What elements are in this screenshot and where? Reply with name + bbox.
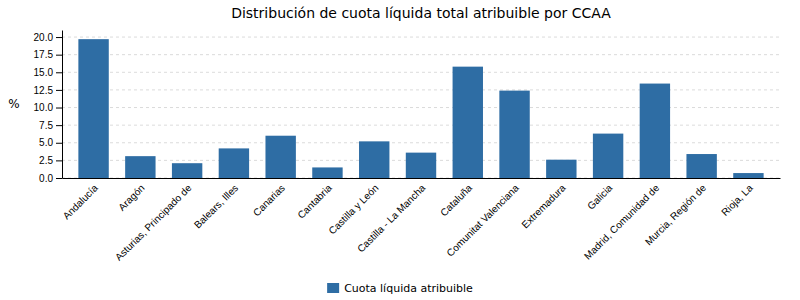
bar bbox=[172, 163, 202, 178]
x-tick-label: Andalucía bbox=[61, 182, 101, 222]
x-tick: Canarias bbox=[251, 182, 287, 218]
y-tick-mark bbox=[56, 72, 62, 73]
grid-line bbox=[62, 142, 780, 143]
x-tick: Andalucía bbox=[61, 182, 101, 222]
y-tick: 17.5 bbox=[34, 49, 62, 60]
y-tick: 15.0 bbox=[34, 67, 62, 78]
y-tick-mark bbox=[56, 160, 62, 161]
bar bbox=[312, 167, 342, 178]
plot-area: Andalucía AragónAsturias, Principado deBa… bbox=[34, 31, 781, 263]
y-tick-mark bbox=[56, 37, 62, 38]
x-axis: Andalucía AragónAsturias, Principado deBa… bbox=[61, 179, 781, 263]
y-tick: 10.0 bbox=[34, 102, 62, 113]
y-tick-mark bbox=[56, 143, 62, 144]
x-tick-label: Galicia bbox=[585, 182, 615, 212]
bar bbox=[359, 141, 389, 178]
y-tick: 20.0 bbox=[34, 32, 62, 43]
y-tick-label: 17.5 bbox=[34, 49, 54, 60]
y-tick-label: 15.0 bbox=[34, 67, 54, 78]
grid bbox=[62, 37, 780, 178]
grid-line bbox=[62, 89, 780, 90]
x-tick: Rioja, La bbox=[719, 182, 755, 218]
bar bbox=[733, 173, 763, 178]
x-tick: Comunitat Valenciana bbox=[444, 182, 521, 259]
y-tick: 5.0 bbox=[39, 137, 62, 148]
legend-label: Cuota líquida atribuible bbox=[344, 282, 473, 295]
chart: Andalucía AragónAsturias, Principado deBa… bbox=[0, 0, 800, 300]
x-tick: Cataluña bbox=[438, 182, 474, 218]
grid-line bbox=[62, 125, 780, 126]
y-tick: 0.0 bbox=[39, 173, 62, 184]
grid-line bbox=[62, 37, 780, 38]
x-tick-label: Castilla - La Mancha bbox=[355, 182, 428, 255]
grid-line bbox=[62, 72, 780, 73]
x-tick: Madrid, Comunidad de bbox=[582, 182, 662, 262]
y-tick: 2.5 bbox=[39, 155, 62, 166]
x-tick-label: Madrid, Comunidad de bbox=[582, 182, 662, 262]
y-tick-mark bbox=[56, 125, 62, 126]
bar bbox=[453, 67, 483, 178]
y-tick-label: 2.5 bbox=[39, 155, 53, 166]
x-tick: Aragón bbox=[116, 182, 147, 213]
x-axis-line bbox=[63, 178, 781, 179]
y-tick: 7.5 bbox=[39, 120, 62, 131]
x-tick: Murcia, Región de bbox=[643, 182, 708, 247]
bar bbox=[219, 148, 249, 178]
bar bbox=[546, 160, 576, 178]
legend-swatch bbox=[327, 283, 339, 293]
y-axis: 0.0 2.5 5.0 7.5 10.0 12.5 15.0 17.5 20.0 bbox=[34, 31, 63, 184]
bar bbox=[265, 136, 295, 178]
x-tick: Galicia bbox=[585, 182, 615, 212]
x-tick-label: Cantabria bbox=[295, 182, 334, 221]
x-tick-label: Cataluña bbox=[438, 182, 474, 218]
y-tick: 12.5 bbox=[34, 85, 62, 96]
x-tick-label: Comunitat Valenciana bbox=[444, 182, 521, 259]
y-tick-label: 5.0 bbox=[39, 137, 53, 148]
y-tick-label: 10.0 bbox=[34, 102, 54, 113]
bar bbox=[125, 156, 155, 178]
bar bbox=[78, 39, 108, 178]
legend: Cuota líquida atribuible bbox=[327, 282, 473, 295]
y-axis-line bbox=[62, 31, 63, 179]
x-tick: Cantabria bbox=[295, 182, 334, 221]
x-tick-label: Murcia, Región de bbox=[643, 182, 708, 247]
x-tick: Castilla - La Mancha bbox=[355, 182, 428, 255]
bars bbox=[78, 39, 763, 178]
legend-item: Cuota líquida atribuible bbox=[327, 282, 473, 295]
y-tick-mark bbox=[56, 55, 62, 56]
y-tick-label: 7.5 bbox=[39, 120, 53, 131]
x-tick-label: Extremadura bbox=[519, 182, 568, 231]
bar bbox=[686, 154, 716, 178]
y-tick-mark bbox=[56, 90, 62, 91]
y-tick-label: 12.5 bbox=[34, 85, 54, 96]
title: Distribución de cuota líquida total atri… bbox=[231, 5, 611, 21]
y-axis-label: % bbox=[8, 97, 19, 111]
x-tick-label: Canarias bbox=[251, 182, 287, 218]
y-tick-label: 20.0 bbox=[34, 32, 54, 43]
x-tick-label: Aragón bbox=[116, 182, 147, 213]
x-tick: Extremadura bbox=[519, 182, 568, 231]
x-tick-label: Balears, Illes bbox=[192, 182, 240, 230]
bar bbox=[406, 153, 436, 178]
grid-line bbox=[62, 107, 780, 108]
x-tick: Balears, Illes bbox=[192, 182, 240, 230]
bar bbox=[499, 91, 529, 178]
x-tick-label: Asturias, Principado de bbox=[113, 182, 194, 263]
x-tick-label: Rioja, La bbox=[719, 182, 755, 218]
y-tick-label: 0.0 bbox=[39, 173, 53, 184]
y-tick-mark bbox=[56, 178, 62, 179]
x-tick: Asturias, Principado de bbox=[113, 182, 194, 263]
bar bbox=[593, 134, 623, 178]
bar bbox=[640, 84, 670, 178]
y-tick-mark bbox=[56, 108, 62, 109]
grid-line bbox=[62, 54, 780, 55]
